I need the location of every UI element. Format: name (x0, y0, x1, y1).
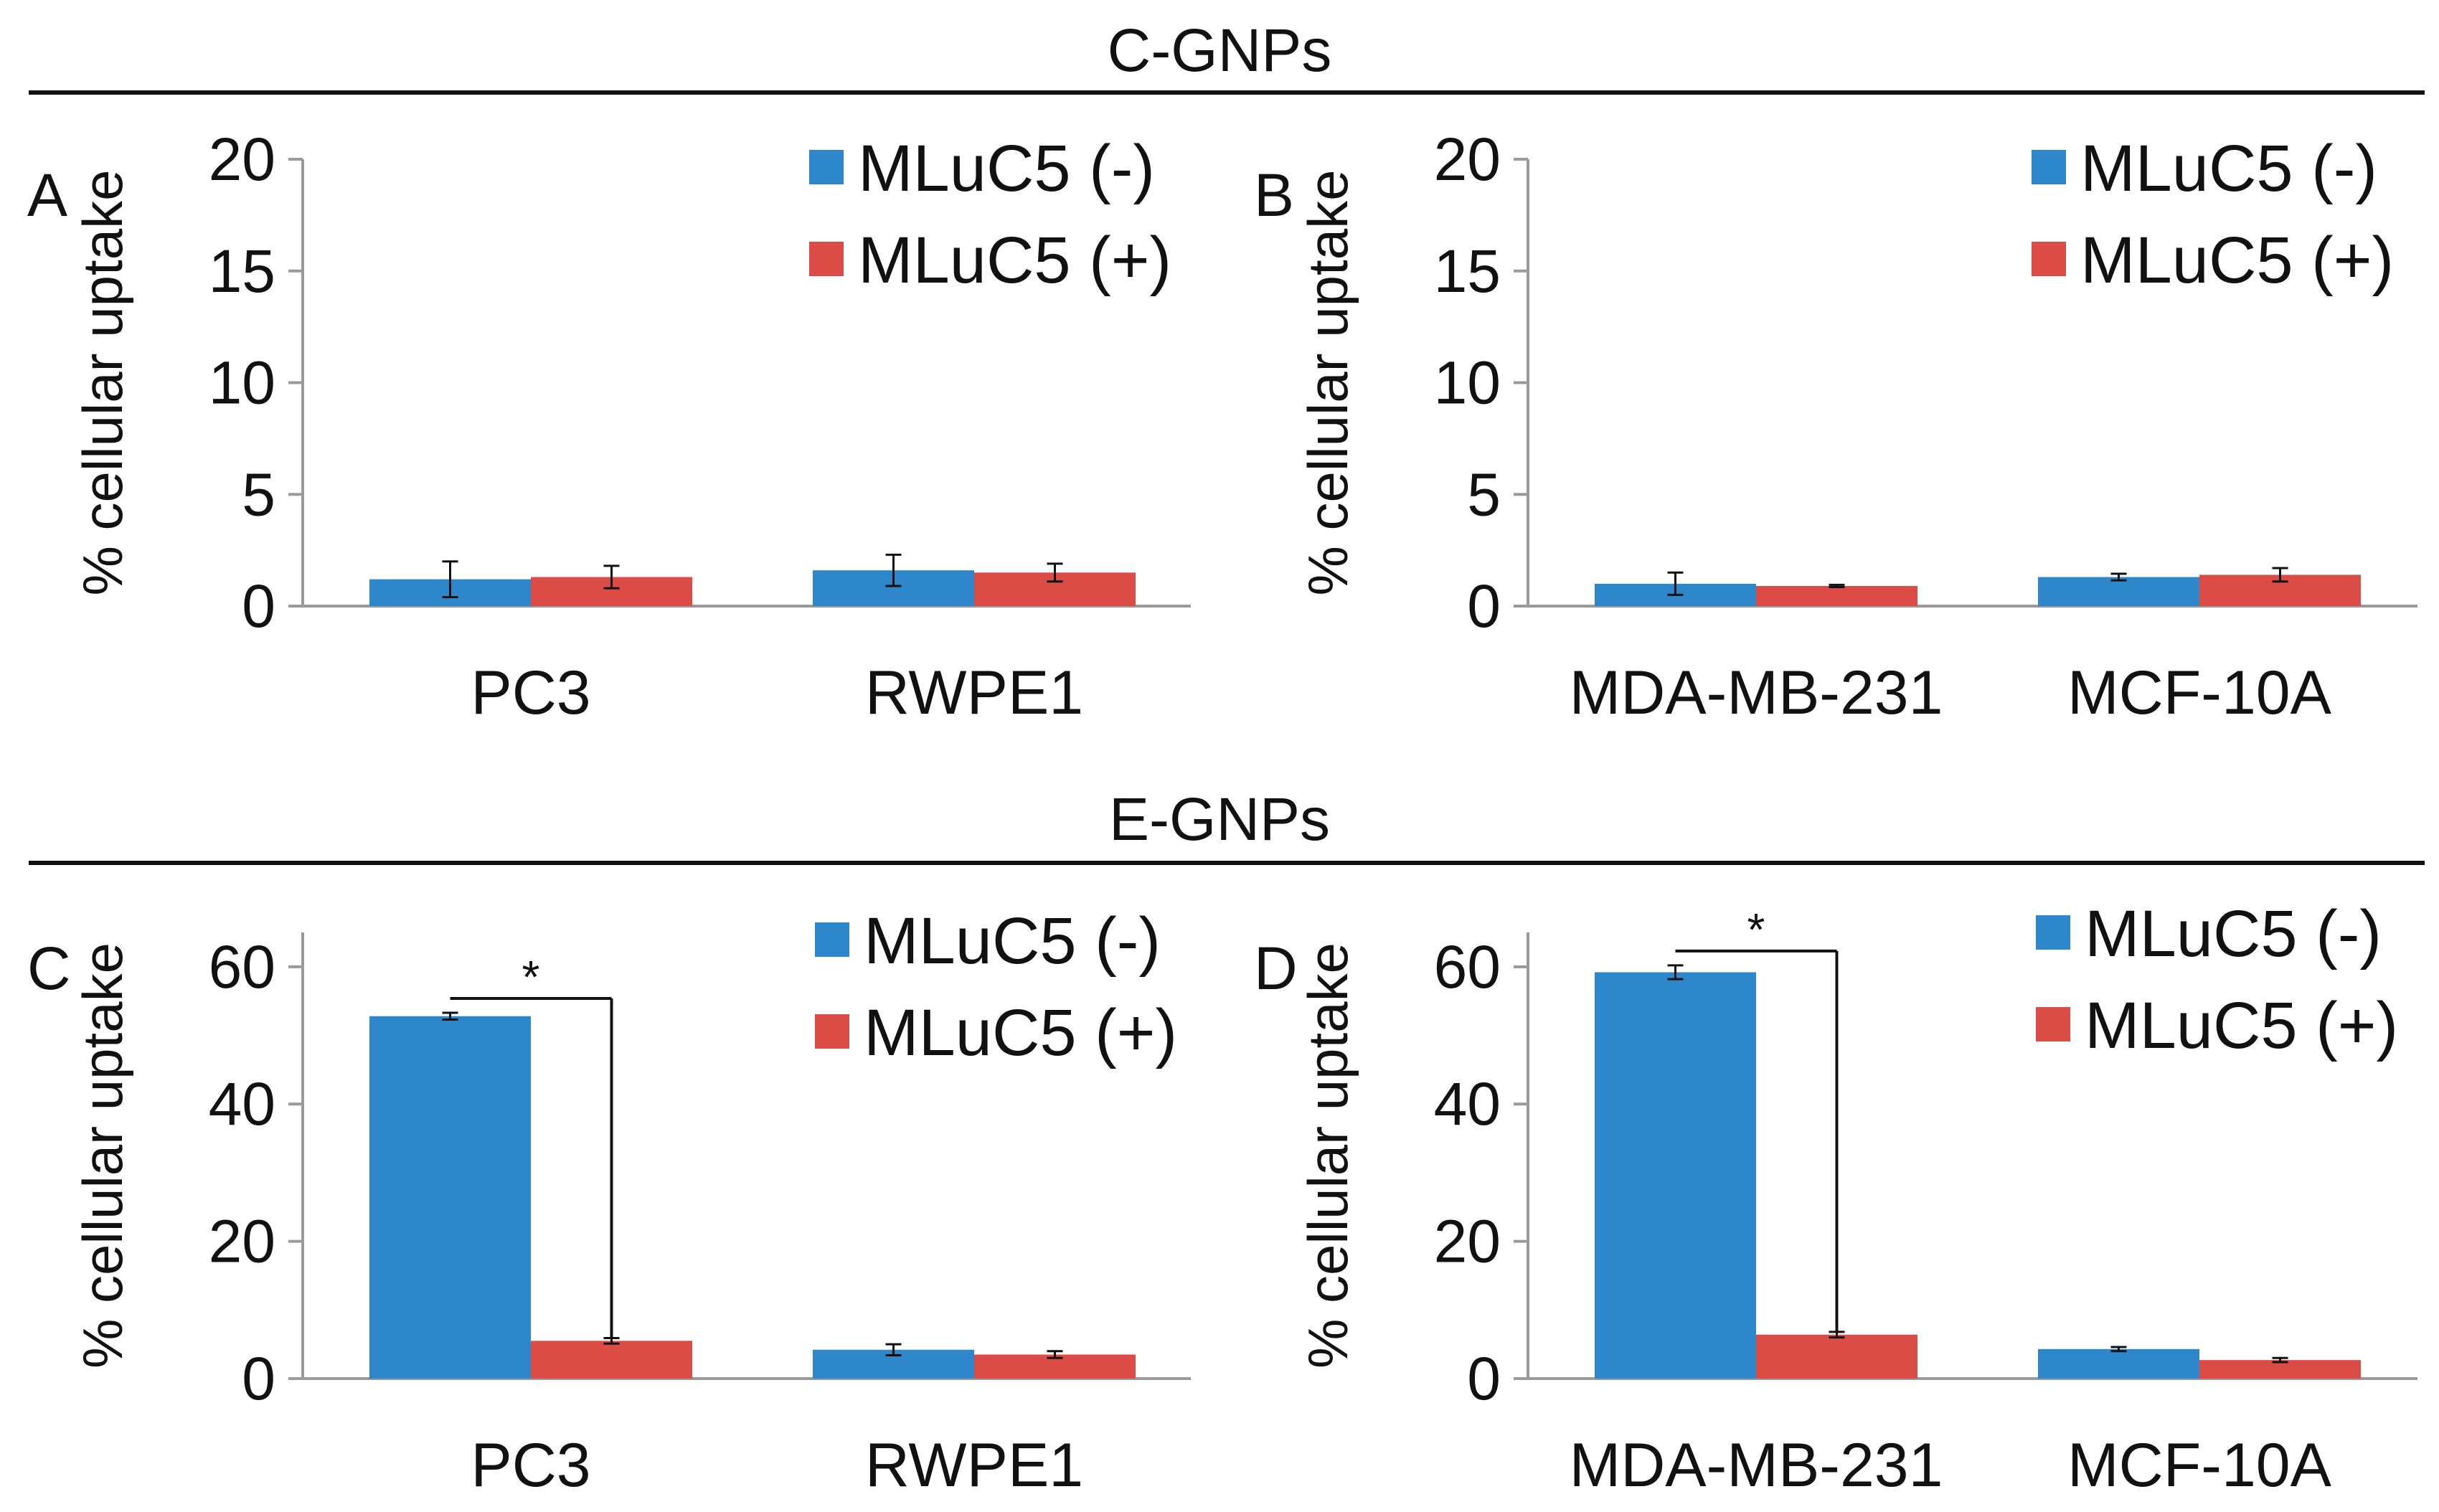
panel-b-x-tick-label: MDA-MB-231 (1570, 658, 1943, 727)
panel-a-y-axis-label: % cellular uptake (71, 170, 134, 596)
panel-d-y-tick-label: 0 (1467, 1345, 1501, 1412)
panel-a-label: A (27, 161, 67, 229)
panel-d-x-tick-label: MCF-10A (2067, 1431, 2332, 1500)
panel-a-y-tick-label: 0 (242, 572, 275, 640)
section-title-c-gnps: C-GNPs (1107, 16, 1332, 84)
panel-b-bar (1756, 585, 1917, 606)
panel-c-y-axis-label: % cellular uptake (71, 942, 134, 1369)
panel-d-x-tick-label: MDA-MB-231 (1570, 1431, 1943, 1500)
panel-d-y-tick-label: 40 (1434, 1070, 1501, 1138)
panel-c-x-tick-label: RWPE1 (865, 1431, 1083, 1500)
panel-c-significance-marker: * (522, 951, 540, 1003)
section-divider-top (29, 90, 2425, 95)
panel-a-legend-swatch (809, 150, 844, 184)
panel-d-significance-marker: * (1747, 904, 1765, 955)
panel-a-y-tick-label: 20 (209, 126, 275, 193)
panel-b-y-tick-label: 10 (1434, 349, 1501, 417)
panel-d-bar (1595, 972, 1756, 1379)
panel-c-bar (369, 1016, 531, 1379)
panel-b-y-tick-label: 15 (1434, 237, 1501, 305)
panel-c-legend-swatch (815, 922, 849, 957)
panel-a-legend-label: MLuC5 (+) (858, 224, 1171, 297)
panel-b-label: B (1254, 161, 1294, 229)
panel-b-x-tick-label: MCF-10A (2067, 658, 2332, 727)
panel-b-bar (2038, 577, 2199, 606)
panel-c-y-tick-label: 0 (242, 1345, 275, 1412)
panel-d-legend-label: MLuC5 (+) (2085, 989, 2398, 1062)
panel-c-label: C (27, 935, 71, 1002)
panel-a-x-tick-label: PC3 (471, 658, 590, 727)
panel-b-legend-label: MLuC5 (+) (2080, 224, 2394, 297)
panel-d-label: D (1254, 935, 1298, 1002)
panel-a-legend-label: MLuC5 (-) (858, 132, 1155, 205)
panel-b-legend-swatch (2032, 242, 2066, 276)
panel-c-y-tick-label: 40 (209, 1070, 275, 1138)
panel-b-y-tick-label: 0 (1467, 572, 1501, 640)
panel-c-x-tick-label: PC3 (471, 1431, 590, 1500)
panel-c-y-tick-label: 60 (209, 933, 275, 1001)
panel-c-bar (531, 1341, 692, 1379)
panel-a-y-tick-label: 10 (209, 349, 275, 417)
panel-b-y-tick-label: 20 (1434, 126, 1501, 193)
panel-a-legend-swatch (809, 242, 844, 276)
panel-a-y-tick-label: 5 (242, 460, 275, 528)
panel-c-y-tick-label: 20 (209, 1208, 275, 1275)
panel-c-legend-label: MLuC5 (-) (864, 904, 1161, 978)
section-divider-bottom (29, 861, 2425, 865)
panel-d-y-axis-label: % cellular uptake (1296, 942, 1359, 1369)
panel-d-bar (1756, 1334, 1917, 1379)
panel-c-legend-label: MLuC5 (+) (864, 996, 1177, 1069)
panel-b-legend-label: MLuC5 (-) (2080, 132, 2377, 205)
panel-b-y-axis-label: % cellular uptake (1296, 170, 1359, 596)
panel-c-legend-swatch (815, 1014, 849, 1049)
panel-b-y-tick-label: 5 (1467, 460, 1501, 528)
panel-d-y-tick-label: 60 (1434, 933, 1501, 1001)
panel-d-legend-swatch (2036, 915, 2070, 950)
panel-d-legend-swatch (2036, 1007, 2070, 1041)
panel-d-y-tick-label: 20 (1434, 1208, 1501, 1275)
panel-a-x-tick-label: RWPE1 (865, 658, 1083, 727)
section-title-e-gnps: E-GNPs (1108, 785, 1331, 853)
panel-a-y-tick-label: 15 (209, 237, 275, 305)
panel-d-bar (2038, 1348, 2199, 1379)
panel-d-legend-label: MLuC5 (-) (2085, 897, 2382, 970)
panel-b-legend-swatch (2032, 150, 2066, 184)
